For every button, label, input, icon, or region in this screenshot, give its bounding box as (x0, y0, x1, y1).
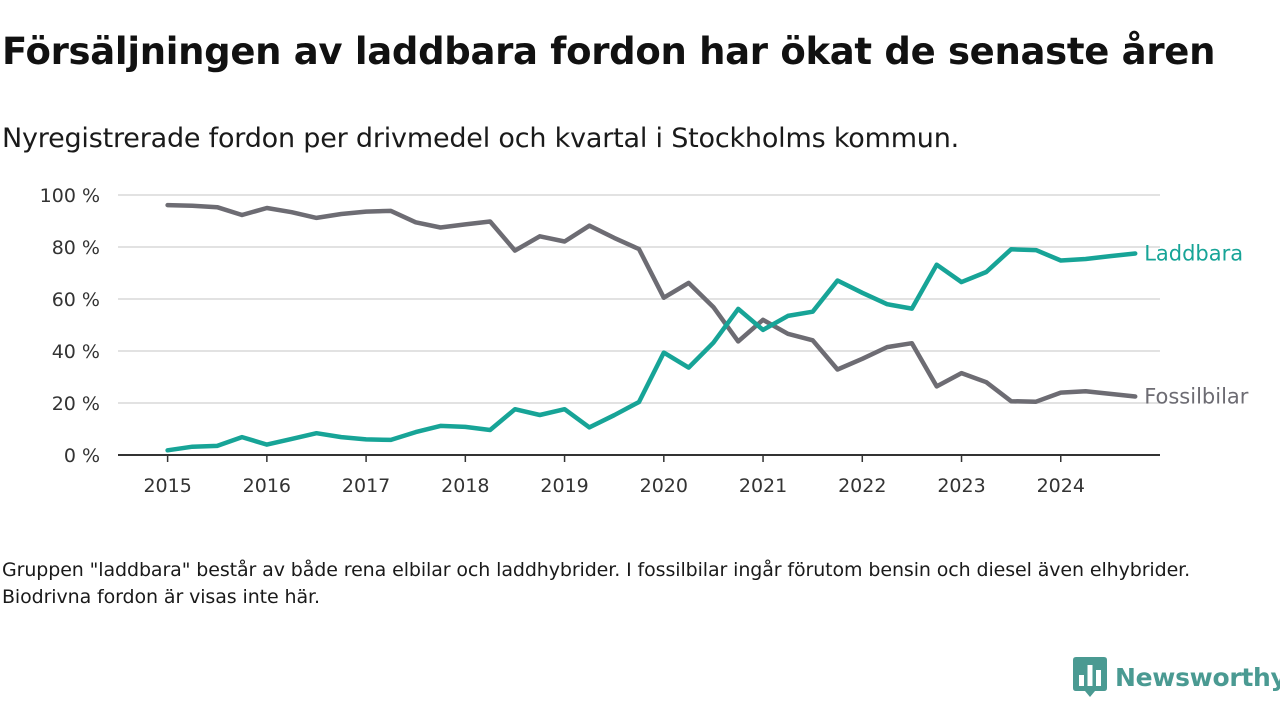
x-tick-label: 2015 (143, 475, 191, 497)
chart-title: Försäljningen av laddbara fordon har öka… (2, 30, 1216, 73)
series-line-fossilbilar (165, 202, 1138, 404)
x-tick-label: 2022 (838, 475, 886, 497)
y-tick-label: 60 % (52, 289, 100, 311)
logo-text: Newsworthy (1115, 662, 1280, 692)
chart-subtitle: Nyregistrerade fordon per drivmedel och … (2, 123, 960, 154)
y-tick-label: 80 % (52, 237, 100, 259)
y-tick-label: 20 % (52, 393, 100, 415)
y-tick-label: 100 % (40, 185, 100, 207)
x-tick-label: 2018 (441, 475, 489, 497)
x-tick-label: 2020 (640, 475, 688, 497)
series-label-fossilbilar: Fossilbilar (1144, 385, 1249, 409)
x-tick-label: 2024 (1037, 475, 1085, 497)
series-line-laddbara (165, 247, 1138, 453)
x-tick-label: 2016 (243, 475, 291, 497)
y-tick-label: 40 % (52, 341, 100, 363)
x-tick-label: 2023 (937, 475, 985, 497)
x-tick-label: 2021 (739, 475, 787, 497)
line-chart: 0 % 20 % 40 % 60 % 80 % 100 % 2015 2016 2017 2018… (40, 185, 1249, 497)
x-tick-label: 2017 (342, 475, 390, 497)
y-tick-label: 0 % (64, 445, 100, 467)
bar-chart-icon (1073, 657, 1107, 697)
footnote: Gruppen "laddbara" består av både rena e… (2, 559, 1191, 608)
series-label-laddbara: Laddbara (1144, 242, 1243, 266)
newsworthy-logo[interactable]: Newsworthy (1073, 657, 1280, 697)
x-tick-label: 2019 (540, 475, 588, 497)
